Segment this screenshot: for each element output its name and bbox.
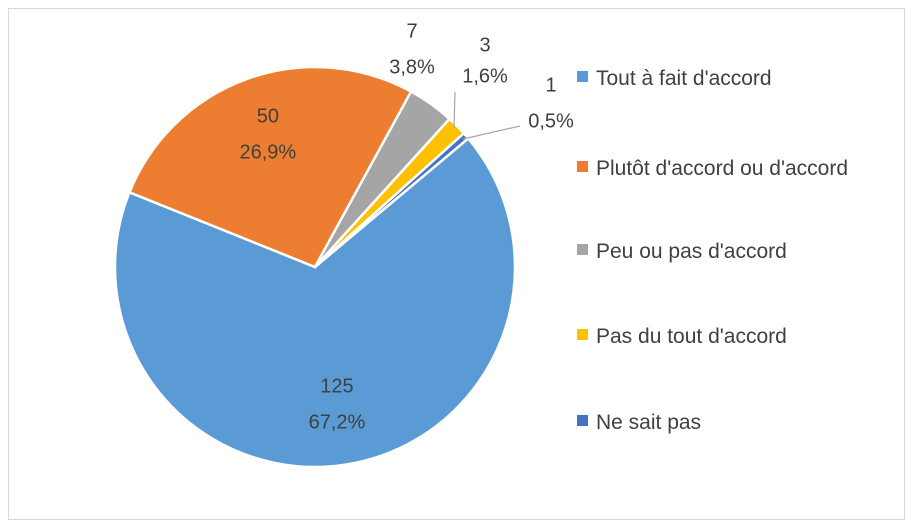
percent-label: 1,6%: [462, 65, 508, 87]
legend-swatch: [577, 329, 588, 340]
data-label: 125: [320, 376, 353, 398]
data-label: 7: [406, 20, 417, 42]
pie-slice: [314, 131, 470, 268]
legend-item: Peu ou pas d'accord: [577, 235, 897, 269]
legend-swatch: [577, 71, 588, 82]
data-label: 3: [479, 34, 490, 56]
data-label: 50: [257, 105, 279, 127]
legend-label: Pas du tout d'accord: [596, 325, 787, 348]
legend-swatch: [577, 415, 588, 426]
legend-item: Plutôt d'accord ou d'accord: [577, 152, 897, 186]
pie-slice: [127, 65, 413, 269]
legend-label: Peu ou pas d'accord: [596, 240, 787, 263]
leader-line: [453, 91, 456, 129]
legend-label: Ne sait pas: [596, 411, 702, 434]
legend-swatch: [577, 244, 588, 255]
data-label: 1: [545, 74, 556, 96]
legend-item: Ne sait pas: [577, 406, 897, 440]
percent-label: 67,2%: [309, 412, 366, 434]
percent-label: 0,5%: [528, 110, 574, 132]
legend-swatch: [577, 161, 588, 172]
legend-label: Plutôt d'accord ou d'accord: [596, 157, 848, 180]
legend-label: Tout à fait d'accord: [596, 67, 772, 90]
legend-item: Pas du tout d'accord: [577, 320, 897, 354]
leader-line: [462, 125, 521, 140]
legend-item: Tout à fait d'accord: [577, 62, 897, 96]
percent-label: 3,8%: [389, 56, 435, 78]
percent-label: 26,9%: [239, 141, 296, 163]
pie-slice: [113, 136, 517, 469]
